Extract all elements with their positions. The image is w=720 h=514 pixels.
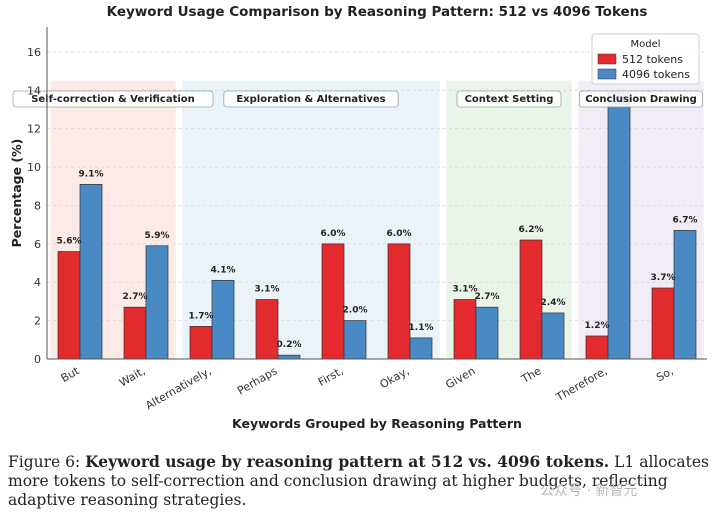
bar-series-512 [123,306,147,360]
data-label: 2.7% [475,292,500,302]
bar-series-512 [585,335,609,360]
bar-series-4096 [277,354,301,360]
x-axis-label: Keywords Grouped by Reasoning Pattern [232,416,522,431]
data-label: 1.7% [189,311,214,321]
data-label: 3.7% [651,273,676,283]
figure-caption: Figure 6: Keyword usage by reasoning pat… [8,452,714,510]
bar-series-4096 [541,312,565,360]
bar-chart: 5.6% 2.7% 1.7% 3.1% 6.0% 6.0% 3.1% 6.2% 1.2% 3.7%… [9,4,707,431]
chart-title: Keyword Usage Comparison by Reasoning Pa… [107,4,648,20]
legend-swatch [597,53,617,65]
caption-body: L1 allocates more tokens to self-correct… [8,453,709,509]
bar-series-512 [519,239,543,360]
data-label: 6.0% [387,229,412,239]
data-label: 6.2% [519,225,544,235]
bar-series-512 [321,243,345,360]
bar-series-4096 [409,337,433,360]
data-label: 0.2% [277,340,302,350]
y-tick-label: 12 [27,123,41,136]
bar-series-512 [255,299,279,360]
y-tick-label: 16 [27,46,41,59]
data-label: 2.0% [343,306,368,316]
bar-series-4096 [145,245,169,360]
caption-prefix: Figure 6: [8,453,86,471]
bar-series-512 [651,287,675,360]
y-tick-label: 14 [27,84,41,97]
watermark: 公众号 · 新智元 [540,483,638,499]
group-label-box [223,90,399,108]
group-label-box [579,90,704,108]
group-label: Self-correction & Verification [31,94,195,105]
x-tick-label: Perhaps [235,364,280,397]
legend-entry: 512 tokens [622,53,683,66]
group-label: Exploration & Alternatives [236,94,385,105]
data-label: 2.4% [541,298,566,308]
data-label: 2.7% [123,292,148,302]
group-label: Conclusion Drawing [585,94,697,105]
data-label: 6.0% [321,229,346,239]
bar-series-512 [387,243,411,360]
y-tick-label: 0 [34,353,41,366]
x-tick-label: Okay, [378,364,412,391]
data-label: 1.2% [585,321,610,331]
legend-title: Model [630,39,660,50]
bar-series-4096 [475,306,499,360]
group-label: Context Setting [465,94,554,105]
y-tick-label: 2 [34,315,41,328]
data-label: 3.1% [453,285,478,295]
legend-box [591,33,700,85]
data-label: 3.1% [255,285,280,295]
x-tick-label: The [518,364,543,386]
legend-entry: 4096 tokens [622,68,690,81]
x-tick-label: So, [654,364,675,384]
data-label: 1.1% [409,323,434,333]
x-tick-label: Wait, [117,364,148,389]
y-tick-label: 4 [34,276,41,289]
x-tick-label: But [59,364,82,385]
bar-series-4096 [673,230,697,360]
bar-series-4096 [343,320,367,360]
y-tick-label: 8 [34,199,41,212]
bar-series-4096 [607,91,631,360]
data-label: 5.9% [145,231,170,241]
data-label: 5.6% [57,237,82,247]
data-label: 6.7% [673,215,698,225]
data-label: 4.1% [211,265,236,275]
y-axis-label: Percentage (%) [9,139,24,248]
y-tick-label: 10 [27,161,41,174]
bar-series-512 [57,251,81,360]
bar-series-512 [189,326,213,360]
x-tick-label: First, [316,364,346,389]
legend-swatch [597,68,617,80]
x-tick-label: Alternatively, [143,364,213,412]
group-label-box [12,90,214,108]
bar-series-512 [453,299,477,360]
x-tick-label: Therefore, [553,364,609,404]
group-label-box [456,90,562,108]
y-tick-label: 6 [34,238,41,251]
data-label: 9.1% [79,169,104,179]
bar-series-4096 [79,184,103,360]
caption-bold: Keyword usage by reasoning pattern at 51… [85,452,610,471]
bar-series-4096 [211,279,235,360]
x-tick-label: Given [443,364,477,391]
